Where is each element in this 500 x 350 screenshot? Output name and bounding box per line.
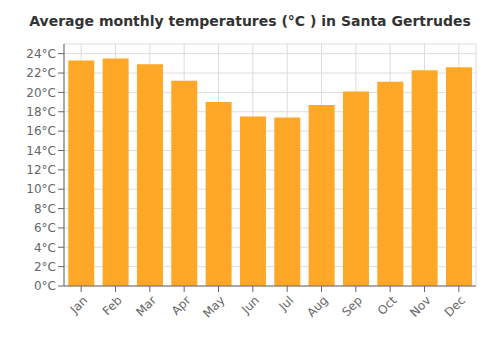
svg-text:Aug: Aug [304, 293, 330, 319]
svg-text:Jan: Jan [67, 293, 91, 317]
svg-text:2°C: 2°C [34, 260, 56, 274]
svg-text:18°C: 18°C [26, 105, 56, 119]
svg-text:20°C: 20°C [26, 86, 56, 100]
svg-text:Jun: Jun [238, 293, 262, 317]
svg-text:Apr: Apr [169, 293, 194, 318]
svg-text:Feb: Feb [100, 293, 125, 318]
svg-text:22°C: 22°C [26, 66, 56, 80]
svg-text:8°C: 8°C [34, 202, 56, 216]
svg-text:Dec: Dec [442, 293, 468, 319]
svg-text:24°C: 24°C [26, 47, 56, 61]
svg-text:Nov: Nov [407, 293, 433, 319]
svg-text:Oct: Oct [375, 293, 400, 318]
svg-text:6°C: 6°C [34, 221, 56, 235]
html-text:Average monthly temperatures (: Average monthly temperatures (°C ) in Sa… [29, 13, 471, 29]
svg-text:Mar: Mar [133, 293, 159, 319]
svg-text:4°C: 4°C [34, 241, 56, 255]
svg-text:Jul: Jul [276, 293, 297, 314]
svg-text:16°C: 16°C [26, 124, 56, 138]
svg-text:12°C: 12°C [26, 163, 56, 177]
svg-text:May: May [200, 293, 227, 320]
svg-text:10°C: 10°C [26, 182, 56, 196]
svg-text:Sep: Sep [339, 293, 365, 319]
svg-text:0°C: 0°C [34, 279, 56, 293]
svg-text:14°C: 14°C [26, 144, 56, 158]
